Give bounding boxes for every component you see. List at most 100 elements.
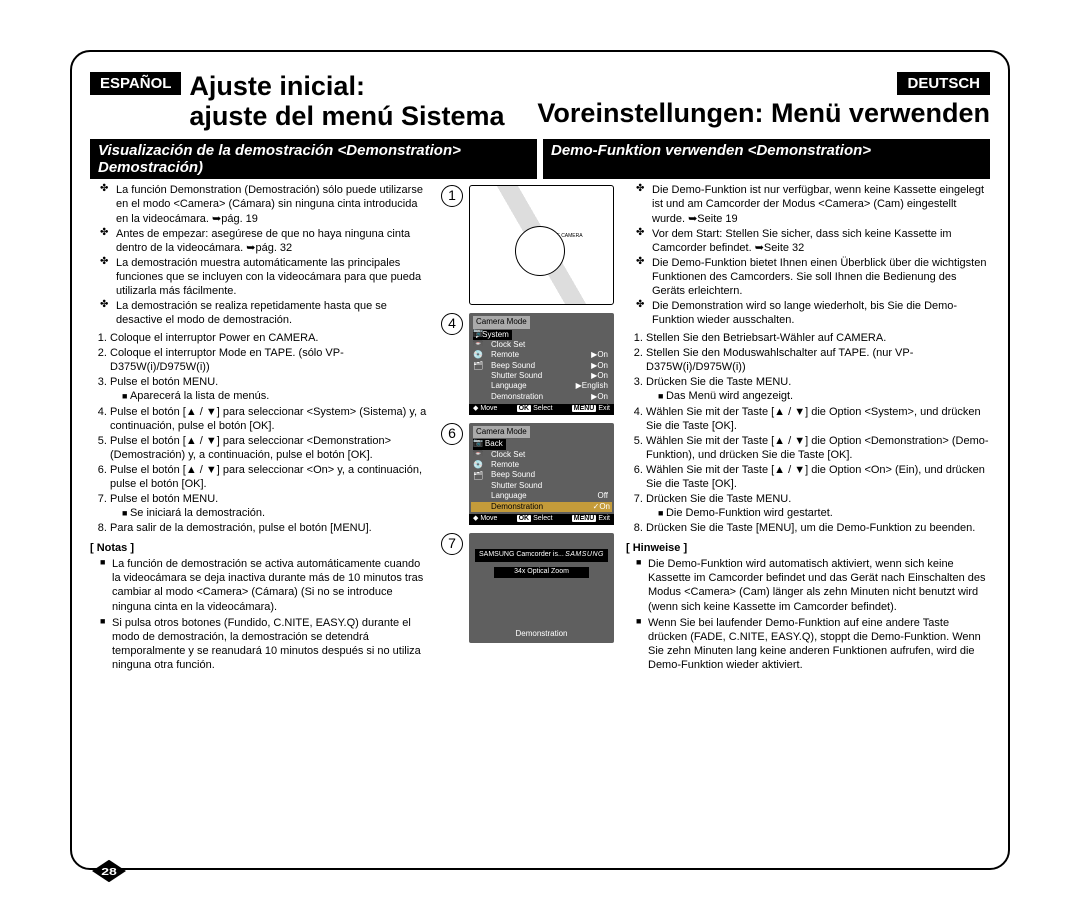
- menu-key: Beep Sound: [491, 361, 535, 371]
- es-bullets: La función Demonstration (Demostración) …: [104, 183, 429, 327]
- menu-screen-4: Camera Mode ▶System 📷 📼 💿 🗂 Clock Set Re…: [469, 313, 614, 415]
- step-circle-6: 6: [441, 423, 463, 445]
- es-step: Coloque el interruptor Power en CAMERA.: [110, 331, 429, 345]
- col-spanish: La función Demonstration (Demostración) …: [90, 183, 435, 854]
- title-es: Ajuste inicial: ajuste del menú Sistema: [189, 72, 504, 131]
- de-notes-header: [ Hinweise ]: [626, 541, 990, 555]
- fig-4: 4 Camera Mode ▶System 📷 📼 💿 🗂 Clock Set …: [441, 313, 614, 415]
- content-row: La función Demonstration (Demostración) …: [90, 183, 990, 854]
- es-notes: La función de demostración se activa aut…: [100, 557, 429, 672]
- es-step: Pulse el botón [▲ / ▼] para seleccionar …: [110, 434, 429, 462]
- menu6-row: Beep Sound: [473, 470, 610, 480]
- menu4-row: Shutter Sound ▶On: [473, 371, 610, 381]
- col-german: Die Demo-Funktion ist nur verfügbar, wen…: [620, 183, 990, 854]
- menu-key: Clock Set: [491, 340, 525, 350]
- menu4-row: Demonstration ▶On: [473, 392, 610, 402]
- menu6-row: Clock Set: [473, 450, 610, 460]
- menu6-row: Shutter Sound: [473, 481, 610, 491]
- cam-icon: 📷: [473, 437, 485, 447]
- es-step: Pulse el botón MENU. Aparecerá la lista …: [110, 375, 429, 403]
- menu-val: ▶On: [591, 361, 608, 371]
- es-notes-header: [ Notas ]: [90, 541, 429, 555]
- lang-badge-de: DEUTSCH: [897, 72, 990, 95]
- es-note: Si pulsa otros botones (Fundido, C.NITE,…: [100, 616, 429, 672]
- menu4-footer: ◆ Move OKSelect MENUExit: [469, 404, 614, 415]
- menu-val: ▶On: [591, 371, 608, 381]
- disc-icon: 💿: [473, 459, 485, 469]
- menu-key: Demonstration: [491, 392, 543, 402]
- es-step: Para salir de la demostración, pulse el …: [110, 521, 429, 535]
- de-steps: Stellen Sie den Betriebsart-Wähler auf C…: [632, 331, 990, 535]
- demo-screen: SAMSUNG Camcorder is... SAMSUNG 34x Opti…: [469, 533, 614, 643]
- menu-key: Remote: [491, 350, 519, 360]
- fig-7: 7 SAMSUNG Camcorder is... SAMSUNG 34x Op…: [441, 533, 614, 643]
- de-bullet: Die Demo-Funktion ist nur verfügbar, wen…: [640, 183, 990, 225]
- menu-key: Shutter Sound: [491, 371, 542, 381]
- demo-banner-2: 34x Optical Zoom: [494, 567, 589, 578]
- mem-icon: 🗂: [473, 360, 485, 370]
- menu4-row: Clock Set: [473, 340, 610, 350]
- es-steps: Coloque el interruptor Power en CAMERA. …: [96, 331, 429, 535]
- menu-val: ✓On: [593, 502, 610, 512]
- menu-screen-6: Camera Mode ↳ Back 📷 📼 💿 🗂 Clock Set Rem…: [469, 423, 614, 525]
- mem-icon: 🗂: [473, 470, 485, 480]
- de-bullet: Vor dem Start: Stellen Sie sicher, dass …: [640, 227, 990, 255]
- footer-move: ◆ Move: [473, 515, 497, 524]
- menu-key: Shutter Sound: [491, 481, 542, 491]
- demo-label: Demonstration: [469, 629, 614, 639]
- footer-move: ◆ Move: [473, 405, 497, 414]
- menu-key: Demonstration: [491, 502, 543, 512]
- es-step: Pulse el botón [▲ / ▼] para seleccionar …: [110, 463, 429, 491]
- menu6-row: Remote: [473, 460, 610, 470]
- menu-key: Beep Sound: [491, 470, 535, 480]
- es-substep: Aparecerá la lista de menús.: [122, 389, 429, 403]
- footer-select: OKSelect: [517, 405, 553, 414]
- menu-key: Language: [491, 381, 527, 391]
- title-es-line2: ajuste del menú Sistema: [189, 102, 504, 132]
- menu-key: Language: [491, 491, 527, 501]
- demo-banner-text: SAMSUNG Camcorder is...: [479, 551, 564, 560]
- menu-val: Off: [597, 491, 608, 501]
- cam-icon: 📷: [473, 327, 485, 337]
- menu6-row-highlight: Demonstration ✓On: [471, 502, 612, 512]
- manual-page: ESPAÑOL Ajuste inicial: ajuste del menú …: [70, 50, 1010, 870]
- menu6-side-icons: 📷 📼 💿 🗂: [473, 437, 485, 481]
- de-step: Wählen Sie mit der Taste [▲ / ▼] die Opt…: [646, 405, 990, 433]
- camera-illustration: PLAYER · OFF CAMERA: [469, 185, 614, 305]
- de-substep: Die Demo-Funktion wird gestartet.: [658, 506, 990, 520]
- step-circle-1: 1: [441, 185, 463, 207]
- menu4-side-icons: 📷 📼 💿 🗂: [473, 327, 485, 371]
- es-bullet: Antes de empezar: asegúrese de que no ha…: [104, 227, 429, 255]
- de-bullet: Die Demo-Funktion bietet Ihnen einen Übe…: [640, 256, 990, 298]
- de-substep: Das Menü wird angezeigt.: [658, 389, 990, 403]
- es-note: La función de demostración se activa aut…: [100, 557, 429, 613]
- menu4-row: Language▶English: [473, 381, 610, 391]
- es-step: Pulse el botón MENU. Se iniciará la demo…: [110, 492, 429, 520]
- footer-exit: MENUExit: [572, 405, 610, 414]
- de-step: Drücken Sie die Taste MENU. Die Demo-Fun…: [646, 492, 990, 520]
- tape-icon: 📼: [473, 448, 485, 458]
- header-left: ESPAÑOL Ajuste inicial: ajuste del menú …: [90, 72, 505, 131]
- dial-label: PLAYER · OFF CAMERA: [526, 234, 583, 239]
- de-step: Drücken Sie die Taste MENU. Das Menü wir…: [646, 375, 990, 403]
- menu-val: ▶On: [591, 392, 608, 402]
- lang-badge-es: ESPAÑOL: [90, 72, 181, 95]
- es-step-text: Pulse el botón MENU.: [110, 376, 218, 388]
- footer-exit: MENUExit: [572, 515, 610, 524]
- footer-select: OKSelect: [517, 515, 553, 524]
- header: ESPAÑOL Ajuste inicial: ajuste del menú …: [90, 72, 990, 131]
- menu4-row: Remote▶On: [473, 350, 610, 360]
- col-figures: 1 PLAYER · OFF CAMERA 4 Camera Mode ▶Sys…: [435, 183, 620, 854]
- subtitle-de: Demo-Funktion verwenden <Demonstration>: [543, 139, 990, 179]
- es-step-text: Pulse el botón MENU.: [110, 493, 218, 505]
- es-bullet: La demostración muestra automáticamente …: [104, 256, 429, 298]
- de-notes: Die Demo-Funktion wird automatisch aktiv…: [636, 557, 990, 672]
- es-bullet: La demostración se realiza repetidamente…: [104, 299, 429, 327]
- menu4-row: Beep Sound ▶On: [473, 361, 610, 371]
- de-note: Die Demo-Funktion wird automatisch aktiv…: [636, 557, 990, 613]
- disc-icon: 💿: [473, 349, 485, 359]
- page-number-badge: 28: [92, 860, 126, 883]
- step-circle-7: 7: [441, 533, 463, 555]
- demo-banner-1: SAMSUNG Camcorder is... SAMSUNG: [475, 549, 608, 562]
- de-bullets: Die Demo-Funktion ist nur verfügbar, wen…: [640, 183, 990, 327]
